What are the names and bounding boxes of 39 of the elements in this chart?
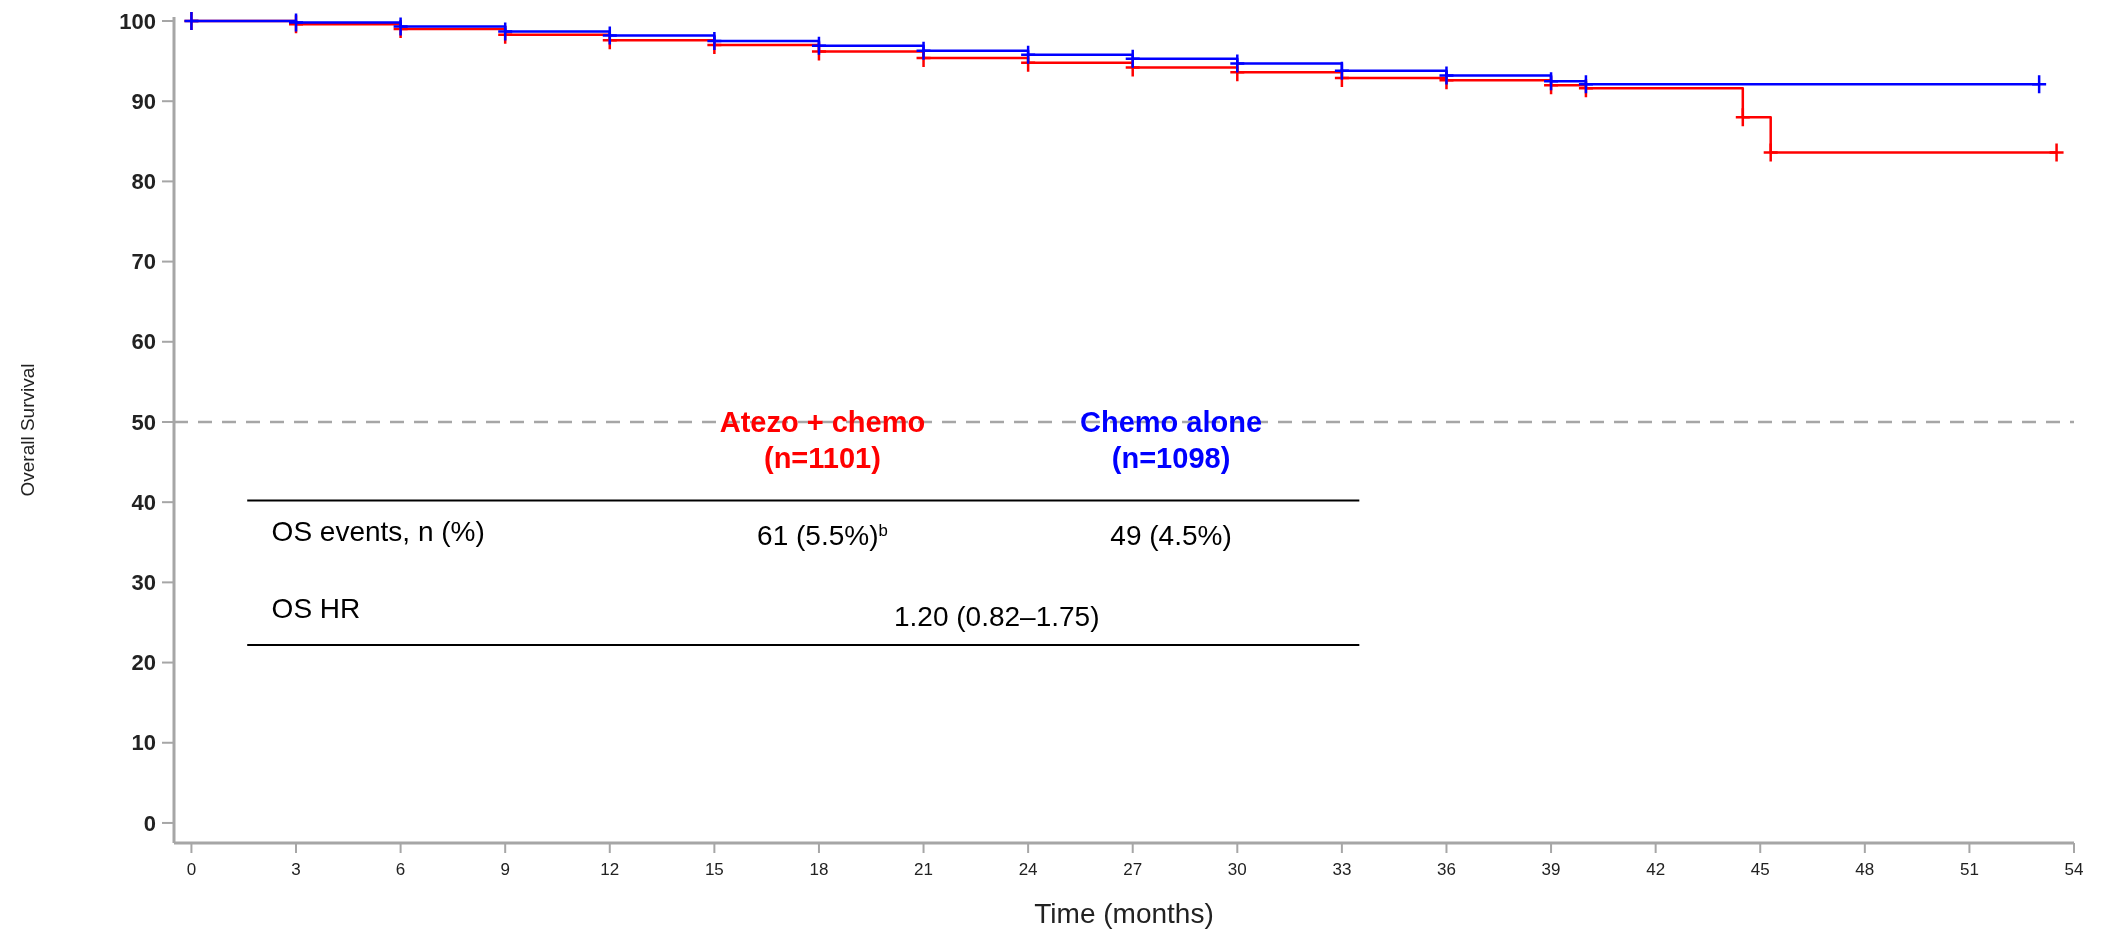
annotation: 61 (5.5%)$^{b}$ [757,520,888,552]
x-tick-label: 30 [1227,860,1247,879]
y-tick-label: 70 [131,249,156,275]
annotation: 1.20 (0.82–1.75) [894,600,1100,632]
x-tick-label: 3 [291,860,301,879]
x-tick-label: 45 [1750,860,1770,879]
y-tick-label: 20 [131,650,156,676]
x-tick-label: 48 [1855,860,1875,879]
x-tick-label: 9 [500,860,510,879]
y-tick-label: 50 [131,409,156,435]
x-tick-label: 15 [704,860,724,879]
y-tick-label: 60 [131,329,156,355]
x-tick-label: 39 [1541,860,1561,879]
x-tick-label: 51 [1959,860,1979,879]
annotation: OS HR [271,592,361,624]
annotation: 49 (4.5%) [1110,520,1232,552]
y-tick-label: 30 [131,570,156,596]
x-tick-label: 24 [1018,860,1038,879]
x-tick-label: 36 [1437,860,1456,879]
y-tick-label: 0 [143,810,156,836]
x-tick-label: 42 [1646,860,1666,879]
y-tick-label: 80 [131,169,156,195]
y-tick-label: 100 [119,8,156,34]
x-tick-label: 33 [1332,860,1352,879]
annotation: OS events, n (%) [271,515,485,547]
text: Chemo alone (n=1098) [1080,405,1263,474]
x-tick-label: 27 [1123,860,1143,879]
x-tick-label: 12 [600,860,620,879]
x-tick-label: 21 [914,860,933,879]
y-axis-title: Overall Survival [17,363,38,497]
y-tick-label: 40 [131,489,156,515]
text: Atezo + chemo (n=1101) [719,405,926,474]
x-tick-label: 0 [186,860,197,879]
y-tick-label: 10 [131,730,156,756]
y-tick-label: 90 [131,88,156,114]
x-axis-title: Time (months) [1034,898,1214,929]
x-tick-label: 18 [809,860,829,879]
x-tick-label: 54 [2064,860,2084,879]
x-tick-label: 6 [395,860,406,879]
